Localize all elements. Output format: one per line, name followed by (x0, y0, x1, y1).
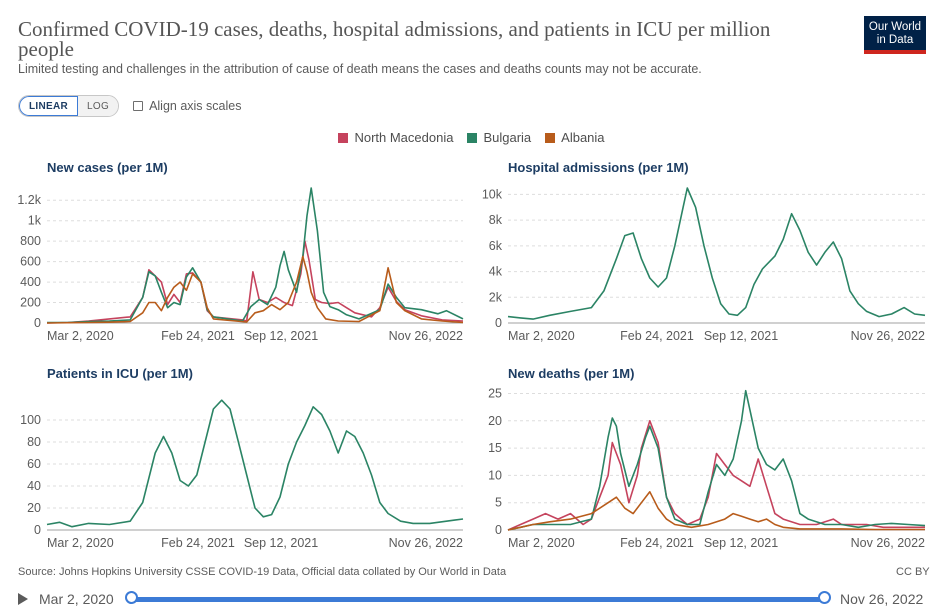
legend-label: Albania (561, 130, 605, 145)
axis-controls: LINEAR LOG Align axis scales (18, 95, 241, 117)
play-icon[interactable] (18, 593, 28, 605)
timeline-track[interactable] (131, 597, 824, 602)
series-line-albania (46, 255, 464, 324)
y-tick-label: 400 (20, 275, 41, 289)
panel-title: New cases (per 1M) (47, 160, 168, 175)
x-tick-label: Feb 24, 2021 (161, 329, 235, 343)
y-tick-label: 200 (20, 296, 41, 310)
x-tick-label: Feb 24, 2021 (620, 329, 694, 343)
panel-title: Patients in ICU (per 1M) (47, 366, 193, 381)
series-line-bulgaria (507, 187, 926, 320)
license-link[interactable]: CC BY (896, 566, 930, 578)
x-tick-label: Sep 12, 2021 (244, 329, 318, 343)
linear-scale-button[interactable]: LINEAR (19, 96, 79, 116)
logo-accent-bar (864, 50, 926, 54)
x-tick-label: Nov 26, 2022 (851, 536, 925, 550)
series-line-albania (507, 491, 925, 531)
x-tick-label: Mar 2, 2020 (47, 329, 114, 343)
y-tick-label: 600 (20, 255, 41, 269)
charts-area: New cases (per 1M)02004006008001k1.2kMar… (17, 160, 926, 550)
series-line-bulgaria (507, 389, 926, 531)
legend-label: Bulgaria (483, 130, 532, 145)
legend: North Macedonia Bulgaria Albania (0, 130, 943, 145)
y-tick-label: 25 (488, 386, 502, 400)
y-tick-label: 0 (34, 316, 41, 330)
x-tick-label: Sep 12, 2021 (704, 536, 778, 550)
log-scale-button[interactable]: LOG (78, 96, 119, 116)
timeline-end-label: Nov 26, 2022 (840, 591, 924, 607)
logo-line2: in Data (876, 34, 914, 46)
align-axis-label: Align axis scales (149, 99, 242, 113)
y-tick-label: 4k (489, 265, 503, 279)
scale-toggle: LINEAR LOG (18, 95, 120, 117)
x-tick-label: Sep 12, 2021 (244, 536, 318, 550)
timeline: Mar 2, 2020 Nov 26, 2022 (18, 588, 928, 610)
y-tick-label: 5 (495, 496, 502, 510)
y-tick-label: 0 (495, 523, 502, 537)
y-tick-label: 1.2k (17, 193, 41, 207)
legend-swatch (338, 132, 349, 143)
x-tick-label: Feb 24, 2021 (161, 536, 235, 550)
legend-item-north-macedonia[interactable]: North Macedonia (338, 130, 453, 145)
timeline-start-handle[interactable] (125, 591, 138, 604)
timeline-end-handle[interactable] (818, 591, 831, 604)
legend-swatch (467, 132, 478, 143)
y-tick-label: 10k (482, 187, 503, 201)
y-tick-label: 800 (20, 234, 41, 248)
y-tick-label: 40 (27, 479, 41, 493)
y-tick-label: 20 (27, 501, 41, 515)
x-tick-label: Sep 12, 2021 (704, 329, 778, 343)
x-tick-label: Mar 2, 2020 (508, 329, 575, 343)
y-tick-label: 60 (27, 457, 41, 471)
y-tick-label: 15 (488, 441, 502, 455)
panel-title: New deaths (per 1M) (508, 366, 634, 381)
y-tick-label: 80 (27, 435, 41, 449)
x-tick-label: Nov 26, 2022 (389, 536, 463, 550)
chart-subtitle: Limited testing and challenges in the at… (18, 62, 702, 76)
y-tick-label: 2k (489, 290, 503, 304)
x-tick-label: Nov 26, 2022 (851, 329, 925, 343)
legend-label: North Macedonia (354, 130, 454, 145)
series-line-north-macedonia (507, 420, 925, 531)
x-tick-label: Feb 24, 2021 (620, 536, 694, 550)
checkbox-icon[interactable] (133, 101, 144, 111)
y-tick-label: 1k (28, 214, 42, 228)
legend-swatch (545, 132, 556, 143)
series-line-bulgaria (46, 399, 464, 528)
panel-title: Hospital admissions (per 1M) (508, 160, 689, 175)
owid-logo[interactable]: Our World in Data (864, 16, 926, 54)
timeline-start-label: Mar 2, 2020 (39, 591, 114, 607)
x-tick-label: Nov 26, 2022 (389, 329, 463, 343)
y-tick-label: 20 (488, 414, 502, 428)
source-note: Source: Johns Hopkins University CSSE CO… (18, 566, 507, 578)
legend-item-bulgaria[interactable]: Bulgaria (467, 130, 531, 145)
x-tick-label: Mar 2, 2020 (508, 536, 575, 550)
chart-title: Confirmed COVID-19 cases, deaths, hospit… (18, 17, 771, 61)
y-tick-label: 0 (34, 523, 41, 537)
align-axis-checkbox[interactable]: Align axis scales (133, 99, 241, 113)
logo-line1: Our World (868, 21, 922, 33)
y-tick-label: 100 (20, 413, 41, 427)
legend-item-albania[interactable]: Albania (545, 130, 605, 145)
x-tick-label: Mar 2, 2020 (47, 536, 114, 550)
y-tick-label: 8k (489, 213, 503, 227)
y-tick-label: 6k (489, 239, 503, 253)
y-tick-label: 10 (488, 468, 502, 482)
y-tick-label: 0 (495, 316, 502, 330)
